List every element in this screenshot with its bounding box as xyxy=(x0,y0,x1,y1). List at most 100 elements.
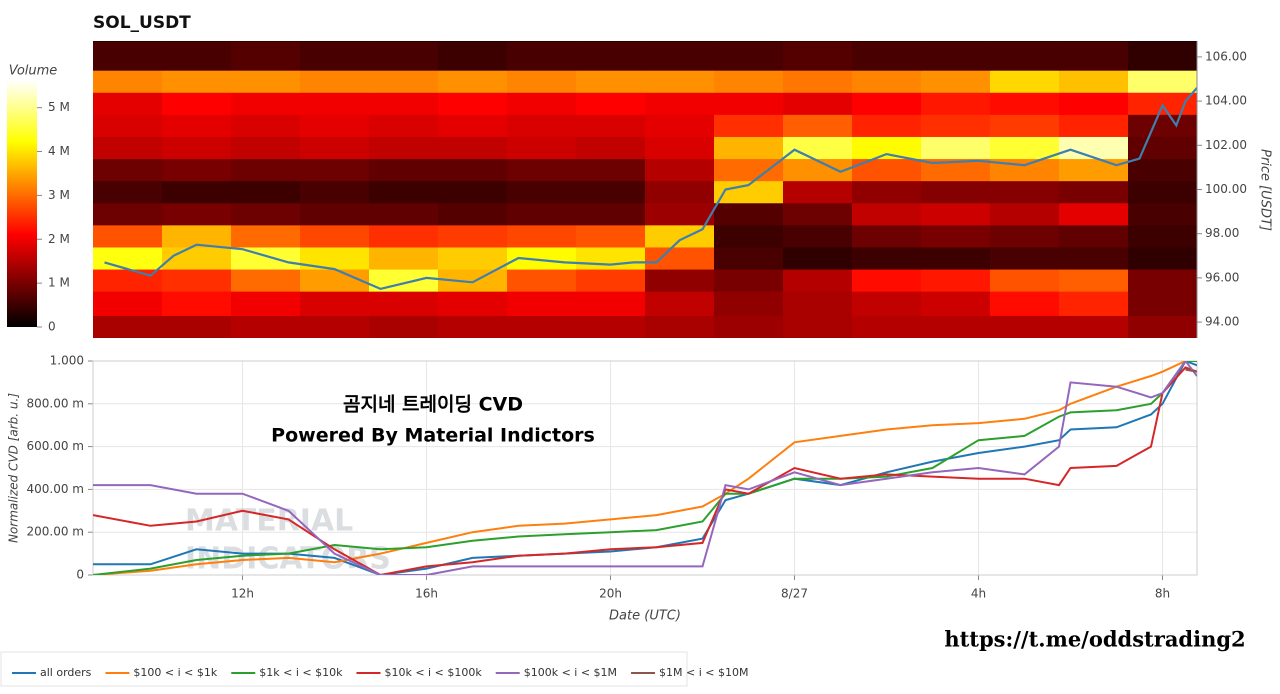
heatmap-cell xyxy=(645,291,715,316)
x-axis-label: Date (UTC) xyxy=(609,609,681,624)
heatmap-cell xyxy=(231,291,301,316)
y-tick-label: 200.00 m xyxy=(27,525,85,539)
heatmap-cell xyxy=(645,315,715,338)
heatmap-cell xyxy=(576,180,646,204)
plot-frame xyxy=(92,360,1198,576)
heatmap-cell xyxy=(300,158,370,182)
colorbar-tick-label: 3 M xyxy=(48,188,70,202)
heatmap-cell xyxy=(852,269,922,292)
heatmap-cell xyxy=(300,224,370,248)
heatmap-cell xyxy=(852,70,922,93)
heatmap-cell xyxy=(783,136,853,160)
heatmap-cell xyxy=(714,158,784,182)
heatmap-cell xyxy=(1059,92,1129,115)
heatmap-cell xyxy=(645,92,715,115)
heatmap-cell xyxy=(438,224,508,248)
heatmap-cell xyxy=(438,202,508,226)
heatmap-cell xyxy=(369,315,439,338)
legend-box xyxy=(0,651,688,687)
heatmap-cell xyxy=(645,246,715,270)
cvd-line xyxy=(93,361,1197,575)
heatmap-cell xyxy=(507,246,577,270)
heatmap-cell xyxy=(507,92,577,115)
y-tick-label: 100.00 xyxy=(1205,182,1247,196)
heatmap-cell xyxy=(507,315,577,338)
heatmap-cell xyxy=(300,315,370,338)
heatmap-cell xyxy=(852,158,922,182)
heatmap-cell xyxy=(714,269,784,292)
heatmap-cell xyxy=(990,92,1060,115)
heatmap-cell xyxy=(576,92,646,115)
heatmap-cell xyxy=(162,315,232,338)
heatmap-cell xyxy=(93,180,163,204)
heatmap-cell xyxy=(369,41,439,71)
heatmap-cell xyxy=(645,41,715,71)
footer-link: https://t.me/oddstrading2 xyxy=(944,627,1245,652)
heatmap-cell xyxy=(1128,224,1197,248)
heatmap-cell xyxy=(783,114,853,137)
heatmap-cell xyxy=(852,92,922,115)
heatmap-cell xyxy=(576,224,646,248)
heatmap-cell xyxy=(507,291,577,316)
heatmap-cell xyxy=(852,114,922,137)
heatmap-cell xyxy=(921,180,991,204)
heatmap-cell xyxy=(1128,269,1197,292)
heatmap-cell xyxy=(1059,224,1129,248)
heatmap-cell xyxy=(369,180,439,204)
y-axis-label: Price [USDT] xyxy=(1258,149,1273,231)
heatmap-cell xyxy=(645,269,715,292)
heatmap-cell xyxy=(576,291,646,316)
heatmap-cell xyxy=(93,315,163,338)
heatmap-cell xyxy=(852,246,922,270)
heatmap-cell xyxy=(1128,291,1197,316)
heatmap-cell xyxy=(990,136,1060,160)
heatmap-cell xyxy=(714,41,784,71)
heatmap-cell xyxy=(990,114,1060,137)
heatmap-cell xyxy=(93,41,163,71)
heatmap-cell xyxy=(231,315,301,338)
y-tick-label: 104.00 xyxy=(1205,94,1247,108)
heatmap-cell xyxy=(369,202,439,226)
heatmap-cell xyxy=(162,180,232,204)
heatmap-cell xyxy=(990,291,1060,316)
heatmap-cell xyxy=(714,224,784,248)
heatmap-cell xyxy=(576,41,646,71)
heatmap-cell xyxy=(162,41,232,71)
heatmap-cell xyxy=(438,41,508,71)
heatmap-cell xyxy=(714,180,784,204)
annotation: Powered By Material Indictors xyxy=(271,425,595,447)
heatmap-cell xyxy=(852,224,922,248)
heatmap-cell xyxy=(438,92,508,115)
heatmap-cell xyxy=(300,136,370,160)
heatmap-cell xyxy=(990,246,1060,270)
heatmap-cell xyxy=(1059,269,1129,292)
heatmap-cell xyxy=(990,180,1060,204)
y-tick-label: 800.00 m xyxy=(27,396,85,410)
heatmap-cell xyxy=(507,158,577,182)
heatmap-cell xyxy=(1128,246,1197,270)
heatmap-cell xyxy=(231,70,301,93)
heatmap-cell xyxy=(438,136,508,160)
colorbar-tick-label: 1 M xyxy=(48,276,70,290)
heatmap-cell xyxy=(714,136,784,160)
x-tick-label: 8/27 xyxy=(781,587,808,601)
heatmap-cell xyxy=(93,158,163,182)
y-tick-label: 98.00 xyxy=(1205,226,1239,240)
heatmap-cell xyxy=(231,114,301,137)
heatmap-cell xyxy=(783,70,853,93)
y-tick-label: 102.00 xyxy=(1205,138,1247,152)
heatmap-cell xyxy=(300,202,370,226)
heatmap-cell xyxy=(645,224,715,248)
heatmap-cell xyxy=(231,202,301,226)
heatmap-cell xyxy=(921,114,991,137)
heatmap-cell xyxy=(231,246,301,270)
heatmap-cell xyxy=(507,224,577,248)
heatmap-cell xyxy=(300,41,370,71)
heatmap-cell xyxy=(1059,41,1129,71)
legend-label: $100k < i < $1M xyxy=(524,666,617,679)
heatmap-cell xyxy=(645,136,715,160)
heatmap-cell xyxy=(645,180,715,204)
heatmap-cell xyxy=(1128,70,1197,93)
heatmap-cell xyxy=(162,70,232,93)
heatmap xyxy=(93,41,1197,338)
